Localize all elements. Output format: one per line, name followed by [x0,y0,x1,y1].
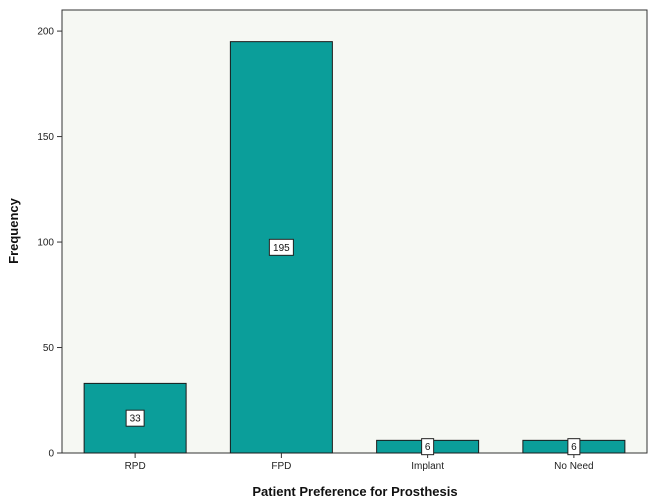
data-label: 33 [130,414,142,425]
data-label-box [268,238,294,256]
data-label-box [567,438,581,456]
y-tick-label: 200 [37,27,54,38]
y-tick-label: 0 [48,449,54,460]
x-axis-title: Patient Preference for Prosthesis [252,484,457,499]
plot-area [61,9,648,454]
data-label-box [125,409,145,427]
data-label: 6 [425,442,431,453]
x-tick-label: Implant [411,461,444,472]
x-tick-label: FPD [271,461,291,472]
data-label: 6 [571,442,577,453]
y-tick-label: 50 [43,343,55,354]
x-tick-label: RPD [125,461,146,472]
y-tick-label: 150 [37,132,54,143]
data-label-box [421,438,435,456]
y-axis-title: Frequency [6,197,21,264]
data-label: 195 [273,243,290,254]
y-tick-label: 100 [37,238,54,249]
x-tick-label: No Need [554,461,593,472]
